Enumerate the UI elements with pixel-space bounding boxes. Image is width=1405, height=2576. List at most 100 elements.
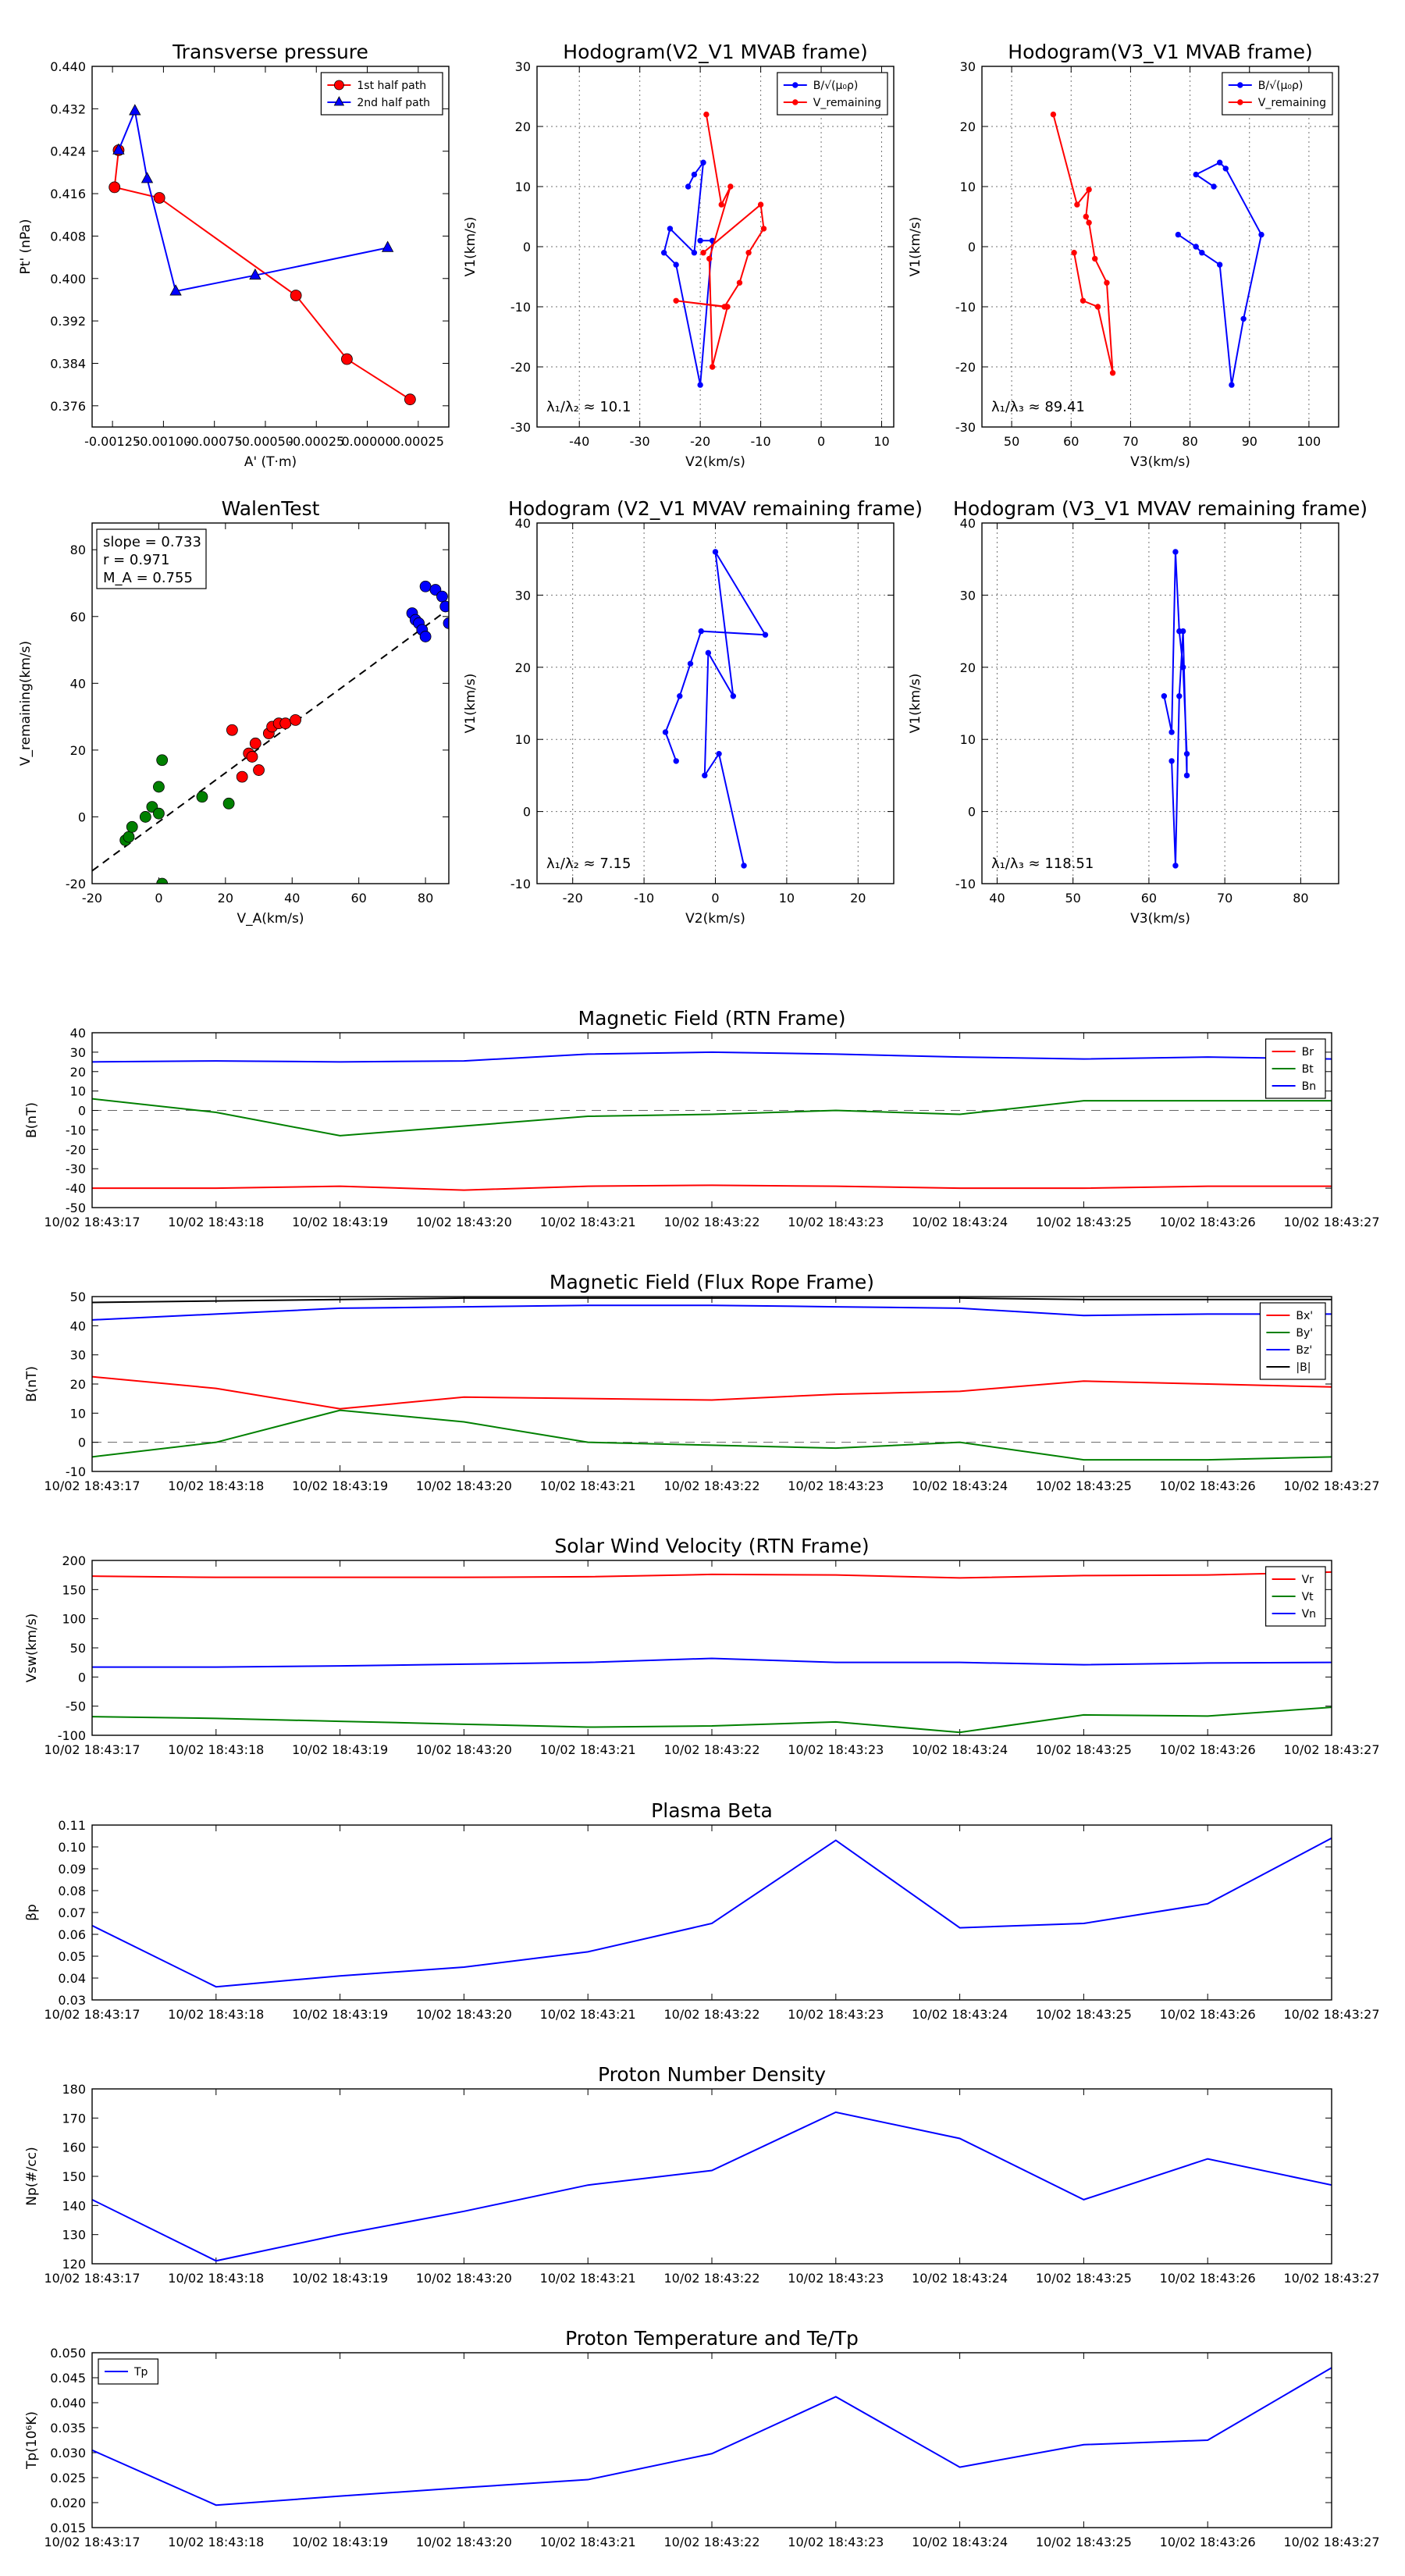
hodogram_v2v1_mvab-point <box>697 237 703 244</box>
hodogram_v3v1_mvab-point <box>1074 201 1080 208</box>
legend-marker-1 <box>333 96 345 106</box>
walen_test-plot-area <box>92 580 449 884</box>
time-tick-label: 10/02 18:43:17 <box>44 2535 140 2549</box>
x-tick-label: 0 <box>817 434 825 449</box>
y-tick-label: 30 <box>70 1045 86 1060</box>
legend-marker-0 <box>792 82 799 88</box>
hodogram_v3v1_mvab-point <box>1080 297 1087 304</box>
time-tick-label: 10/02 18:43:23 <box>788 2271 884 2286</box>
hodogram_v3v1_mvav-point <box>1172 549 1179 555</box>
time-tick-label: 10/02 18:43:26 <box>1160 1215 1256 1229</box>
walen-fit-line <box>92 608 449 872</box>
hodogram_v3v1_mvav-point <box>1161 693 1168 699</box>
time-tick-label: 10/02 18:43:20 <box>416 1215 512 1229</box>
time-tick-label: 10/02 18:43:21 <box>540 1742 636 1757</box>
plasma_beta-series-0 <box>92 1837 1332 1988</box>
proton_density-series-0 <box>92 2111 1332 2262</box>
x-tick-label: 50 <box>1065 891 1081 906</box>
walen_test-point <box>419 580 432 592</box>
y-tick-label: 0.07 <box>58 1905 86 1920</box>
hodogram_v2v1_mvab-point <box>760 226 767 232</box>
hodogram_v3v1_mvab-plot-area <box>1050 111 1264 388</box>
mag_fluxrope-ylabel: B(nT) <box>24 1366 40 1402</box>
transverse_pressure-point <box>249 268 261 280</box>
walen-slope: slope = 0.733 <box>103 534 201 550</box>
walen_test-point <box>153 781 165 793</box>
legend-label-0: Vr <box>1302 1574 1314 1586</box>
hodogram_v3v1_mvab-point <box>1050 111 1057 118</box>
proton_density-ylabel: Np(#/cc) <box>24 2147 40 2205</box>
x-tick-label: -20 <box>82 891 102 906</box>
x-tick-label: -20 <box>563 891 583 906</box>
hodogram_v2v1_mvav-point <box>702 772 708 779</box>
hodogram_v3v1_mvab-legend: B/√(μ₀ρ) V_remaining <box>1222 72 1333 116</box>
y-tick-label: -30 <box>510 420 531 435</box>
hodogram_v3v1_mvav-point <box>1179 664 1186 671</box>
y-tick-label: 0.045 <box>50 2371 86 2386</box>
hodogram_v3v1_mvab-point <box>1193 171 1199 178</box>
hodogram_v3v1_mvab-point <box>1240 315 1247 322</box>
solar_wind_velocity-series-0 <box>92 1571 1332 1579</box>
hodogram_v3v1_mvav-point <box>1183 750 1190 757</box>
plasma_beta-ylabel: βp <box>24 1904 40 1921</box>
solar_wind_velocity-legend: Vr Vt Vn <box>1264 1566 1326 1627</box>
y-tick-label: 0.025 <box>50 2471 86 2485</box>
x-tick-label: 80 <box>1293 891 1308 906</box>
transverse_pressure-point <box>290 290 302 301</box>
y-tick-label: 0.440 <box>50 59 86 74</box>
y-tick-label: 0.050 <box>50 2346 86 2361</box>
mag_rtn-ylabel: B(nT) <box>24 1102 40 1138</box>
mag_fluxrope-legend: Bx' By' Bz' |B| <box>1259 1302 1326 1380</box>
walen_test-point <box>139 811 151 823</box>
time-tick-label: 10/02 18:43:27 <box>1283 2535 1379 2549</box>
hodogram_v3v1_mvab-frame <box>981 66 1339 428</box>
hodogram_v3v1_mvab-point <box>1216 262 1223 268</box>
time-tick-label: 10/02 18:43:20 <box>416 1478 512 1493</box>
hodogram_v2v1_mvab-point <box>727 183 734 190</box>
proton_density-plot-area <box>92 2111 1332 2262</box>
hodogram_v3v1_mvab-point <box>1086 187 1092 193</box>
time-tick-label: 10/02 18:43:26 <box>1160 2271 1256 2286</box>
transverse_pressure-series-0-line <box>113 150 411 400</box>
mag_fluxrope-frame <box>91 1296 1332 1472</box>
hodogram_v3v1_mvav-point <box>1168 729 1175 735</box>
y-tick-label: 10 <box>515 180 531 194</box>
x-tick-label: 0.00000 <box>341 434 393 449</box>
walen_test-ylabel: V_remaining(km/s) <box>18 641 34 766</box>
y-tick-label: 0.05 <box>58 1949 86 1964</box>
time-tick-label: 10/02 18:43:23 <box>788 2535 884 2549</box>
y-tick-label: 0 <box>523 240 531 254</box>
x-tick-label: -10 <box>751 434 771 449</box>
y-tick-label: 60 <box>70 610 86 624</box>
y-tick-label: 10 <box>515 732 531 747</box>
x-tick-label: 20 <box>218 891 233 906</box>
time-tick-label: 10/02 18:43:24 <box>912 1215 1008 1229</box>
hodogram_v2v1_mvab-point <box>697 382 703 388</box>
hodogram_v3v1_mvav-point <box>1176 693 1183 699</box>
hodogram_v3v1_mvab-xlabel: V3(km/s) <box>1130 454 1190 470</box>
hodogram_v2v1_mvav-point <box>716 750 722 757</box>
walen_test-point <box>419 631 432 642</box>
x-tick-label: 70 <box>1122 434 1138 449</box>
time-tick-label: 10/02 18:43:24 <box>912 1478 1008 1493</box>
time-tick-label: 10/02 18:43:24 <box>912 2007 1008 2022</box>
hodogram_v2v1_mvav-plot-area <box>662 549 769 869</box>
hodogram_v3v1_mvab-point <box>1083 213 1089 220</box>
time-tick-label: 10/02 18:43:23 <box>788 1742 884 1757</box>
y-tick-label: -50 <box>66 1201 86 1215</box>
hodogram_v3v1_mvab-point <box>1175 231 1182 238</box>
time-tick-label: 10/02 18:43:22 <box>663 2271 759 2286</box>
hodogram_v2v1_mvab-point <box>660 250 667 256</box>
legend-marker-1 <box>1237 99 1243 105</box>
y-tick-label: -20 <box>66 877 86 891</box>
y-tick-label: 100 <box>62 1612 86 1627</box>
x-tick-label: 100 <box>1297 434 1321 449</box>
x-tick-label: 0 <box>155 891 162 906</box>
walen_test-point <box>246 751 258 763</box>
walen_test-point <box>439 600 449 613</box>
hodogram_v3v1_mvav-title: Hodogram (V3_V1 MVAV remaining frame) <box>953 497 1368 520</box>
legend-label-2: Bn <box>1302 1080 1316 1093</box>
transverse_pressure-chart: -0.00125-0.00100-0.00075-0.00050-0.00025… <box>18 41 450 470</box>
